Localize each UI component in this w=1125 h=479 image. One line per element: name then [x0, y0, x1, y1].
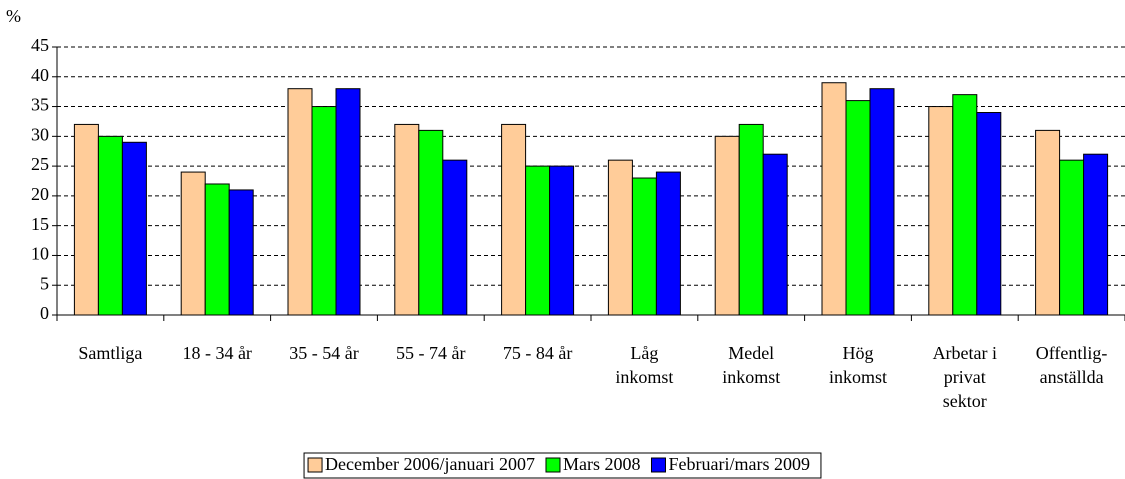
bar	[180, 171, 206, 316]
legend-swatch	[650, 457, 666, 473]
y-tick-label: 25	[31, 154, 49, 174]
bar	[228, 189, 254, 316]
bar	[204, 183, 230, 316]
bar	[714, 135, 740, 316]
y-tick-label: 10	[31, 244, 49, 264]
bar	[845, 100, 871, 316]
bar	[821, 82, 847, 316]
x-tick-label: Samtliga	[78, 343, 142, 363]
bar	[335, 88, 361, 316]
bar	[738, 123, 764, 316]
bar	[418, 129, 444, 316]
x-tick-label: Offentlig-anställda	[1036, 343, 1108, 387]
bar	[73, 123, 99, 316]
legend-swatch	[307, 457, 323, 473]
bar	[952, 94, 978, 316]
legend	[303, 452, 822, 479]
x-tick-label: Arbetar i privat sektor	[933, 343, 997, 411]
x-tick-label: 75 - 84 år	[503, 343, 572, 363]
y-tick-label: 45	[31, 35, 49, 55]
y-tick-label: 0	[40, 303, 49, 323]
y-tick-label: 30	[31, 124, 49, 144]
y-axis-label: %	[6, 6, 21, 26]
x-tick-label: Låg inkomst	[615, 343, 673, 387]
x-tick-label: Medel inkomst	[722, 343, 780, 387]
bar	[525, 165, 551, 316]
bar	[501, 123, 527, 316]
bar	[655, 171, 681, 316]
bar	[287, 88, 313, 316]
y-tick-label: 35	[31, 95, 49, 115]
x-tick-label: Hög inkomst	[829, 343, 887, 387]
x-tick-label: 18 - 34 år	[182, 343, 251, 363]
y-tick-label: 15	[31, 214, 49, 234]
bar	[442, 159, 468, 316]
y-tick-label: 20	[31, 184, 49, 204]
legend-label: Februari/mars 2009	[668, 454, 809, 474]
bar	[631, 177, 657, 316]
x-tick-label: 55 - 74 år	[396, 343, 465, 363]
bar	[869, 88, 895, 316]
bar	[1083, 153, 1109, 316]
x-tick-label: 35 - 54 år	[289, 343, 358, 363]
bar	[928, 106, 954, 316]
legend-label: Mars 2008	[563, 454, 641, 474]
bar	[97, 135, 123, 316]
bar	[311, 106, 337, 316]
legend-swatch	[545, 457, 561, 473]
bar	[976, 112, 1002, 316]
bar	[607, 159, 633, 316]
y-tick-label: 5	[40, 273, 49, 293]
bar	[762, 153, 788, 316]
bar	[121, 141, 147, 316]
bar	[1059, 159, 1085, 316]
bar	[549, 165, 575, 316]
bar	[394, 123, 420, 316]
legend-label: December 2006/januari 2007	[325, 454, 535, 474]
bar	[1035, 129, 1061, 316]
y-tick-label: 40	[31, 65, 49, 85]
